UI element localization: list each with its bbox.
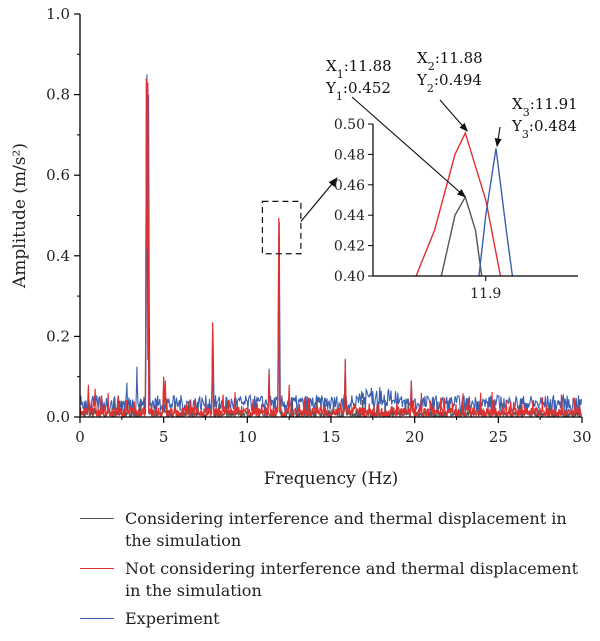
y-tick-label: 1.0 bbox=[46, 5, 70, 23]
y-tick-label: 0.0 bbox=[46, 408, 70, 426]
series-line-1 bbox=[80, 78, 582, 417]
chart: 0 5 10 15 20 25 30 0.0 0.2 0.4 0.6 0.8 1.0 Frequency … bbox=[10, 5, 592, 489]
legend-label: Experiment bbox=[125, 609, 220, 628]
y-tick-label: 0.4 bbox=[46, 247, 70, 265]
legend-item-considering: Considering interference and thermal dis… bbox=[80, 508, 595, 552]
x-tick-label: 25 bbox=[489, 428, 508, 446]
x-axis-title: Frequency (Hz) bbox=[264, 469, 398, 489]
x-tick-label: 15 bbox=[321, 428, 340, 446]
y-tick-label: 0.2 bbox=[46, 327, 70, 345]
inset-x-tick-label: 11.9 bbox=[470, 286, 501, 302]
y-tick-label: 0.8 bbox=[46, 86, 70, 104]
x-tick-label: 20 bbox=[405, 428, 424, 446]
inset-y-tick-label: 0.46 bbox=[334, 178, 365, 194]
annotation-y-label: Y1:0.452 bbox=[325, 79, 391, 103]
zoom-box bbox=[261, 200, 302, 255]
x-tick-label: 10 bbox=[238, 428, 257, 446]
annotation-y-label: Y2:0.494 bbox=[416, 71, 482, 95]
inset-trace-1 bbox=[415, 131, 502, 276]
x-tick-label: 30 bbox=[572, 428, 591, 446]
legend-label: Not considering interference and thermal… bbox=[125, 559, 578, 600]
inset-trace-2 bbox=[478, 148, 514, 276]
inset-y-tick-label: 0.42 bbox=[334, 239, 365, 255]
series-line-2 bbox=[80, 74, 582, 414]
annotation-x-label: X3:11.91 bbox=[512, 95, 578, 119]
annotation-y-label: Y3:0.484 bbox=[511, 117, 577, 141]
legend-swatch-gray bbox=[80, 518, 114, 519]
annotation-x-label: X1:11.88 bbox=[326, 57, 392, 81]
zoom-arrow bbox=[300, 177, 338, 222]
legend: Considering interference and thermal dis… bbox=[80, 508, 595, 636]
legend-swatch-red bbox=[80, 568, 114, 569]
annotation-arrow bbox=[351, 96, 466, 198]
legend-item-experiment: Experiment bbox=[80, 608, 595, 630]
inset-background bbox=[373, 116, 578, 276]
x-tick-label: 0 bbox=[75, 428, 85, 446]
inset-y-tick-label: 0.44 bbox=[334, 208, 365, 224]
annotation-x-label: X2:11.88 bbox=[417, 49, 483, 73]
inset-y-tick-label: 0.48 bbox=[334, 147, 365, 163]
legend-swatch-blue bbox=[80, 618, 114, 619]
x-tick-label: 5 bbox=[159, 428, 169, 446]
inset-y-tick-label: 0.40 bbox=[334, 269, 365, 285]
legend-item-not-considering: Not considering interference and thermal… bbox=[80, 558, 595, 602]
legend-label: Considering interference and thermal dis… bbox=[125, 509, 567, 550]
annotation-arrow bbox=[494, 126, 502, 148]
inset-y-tick-label: 0.50 bbox=[334, 117, 365, 133]
y-tick-label: 0.6 bbox=[46, 166, 70, 184]
y-axis-title: Amplitude (m/s²) bbox=[10, 143, 30, 289]
annotation-arrow bbox=[439, 99, 468, 132]
